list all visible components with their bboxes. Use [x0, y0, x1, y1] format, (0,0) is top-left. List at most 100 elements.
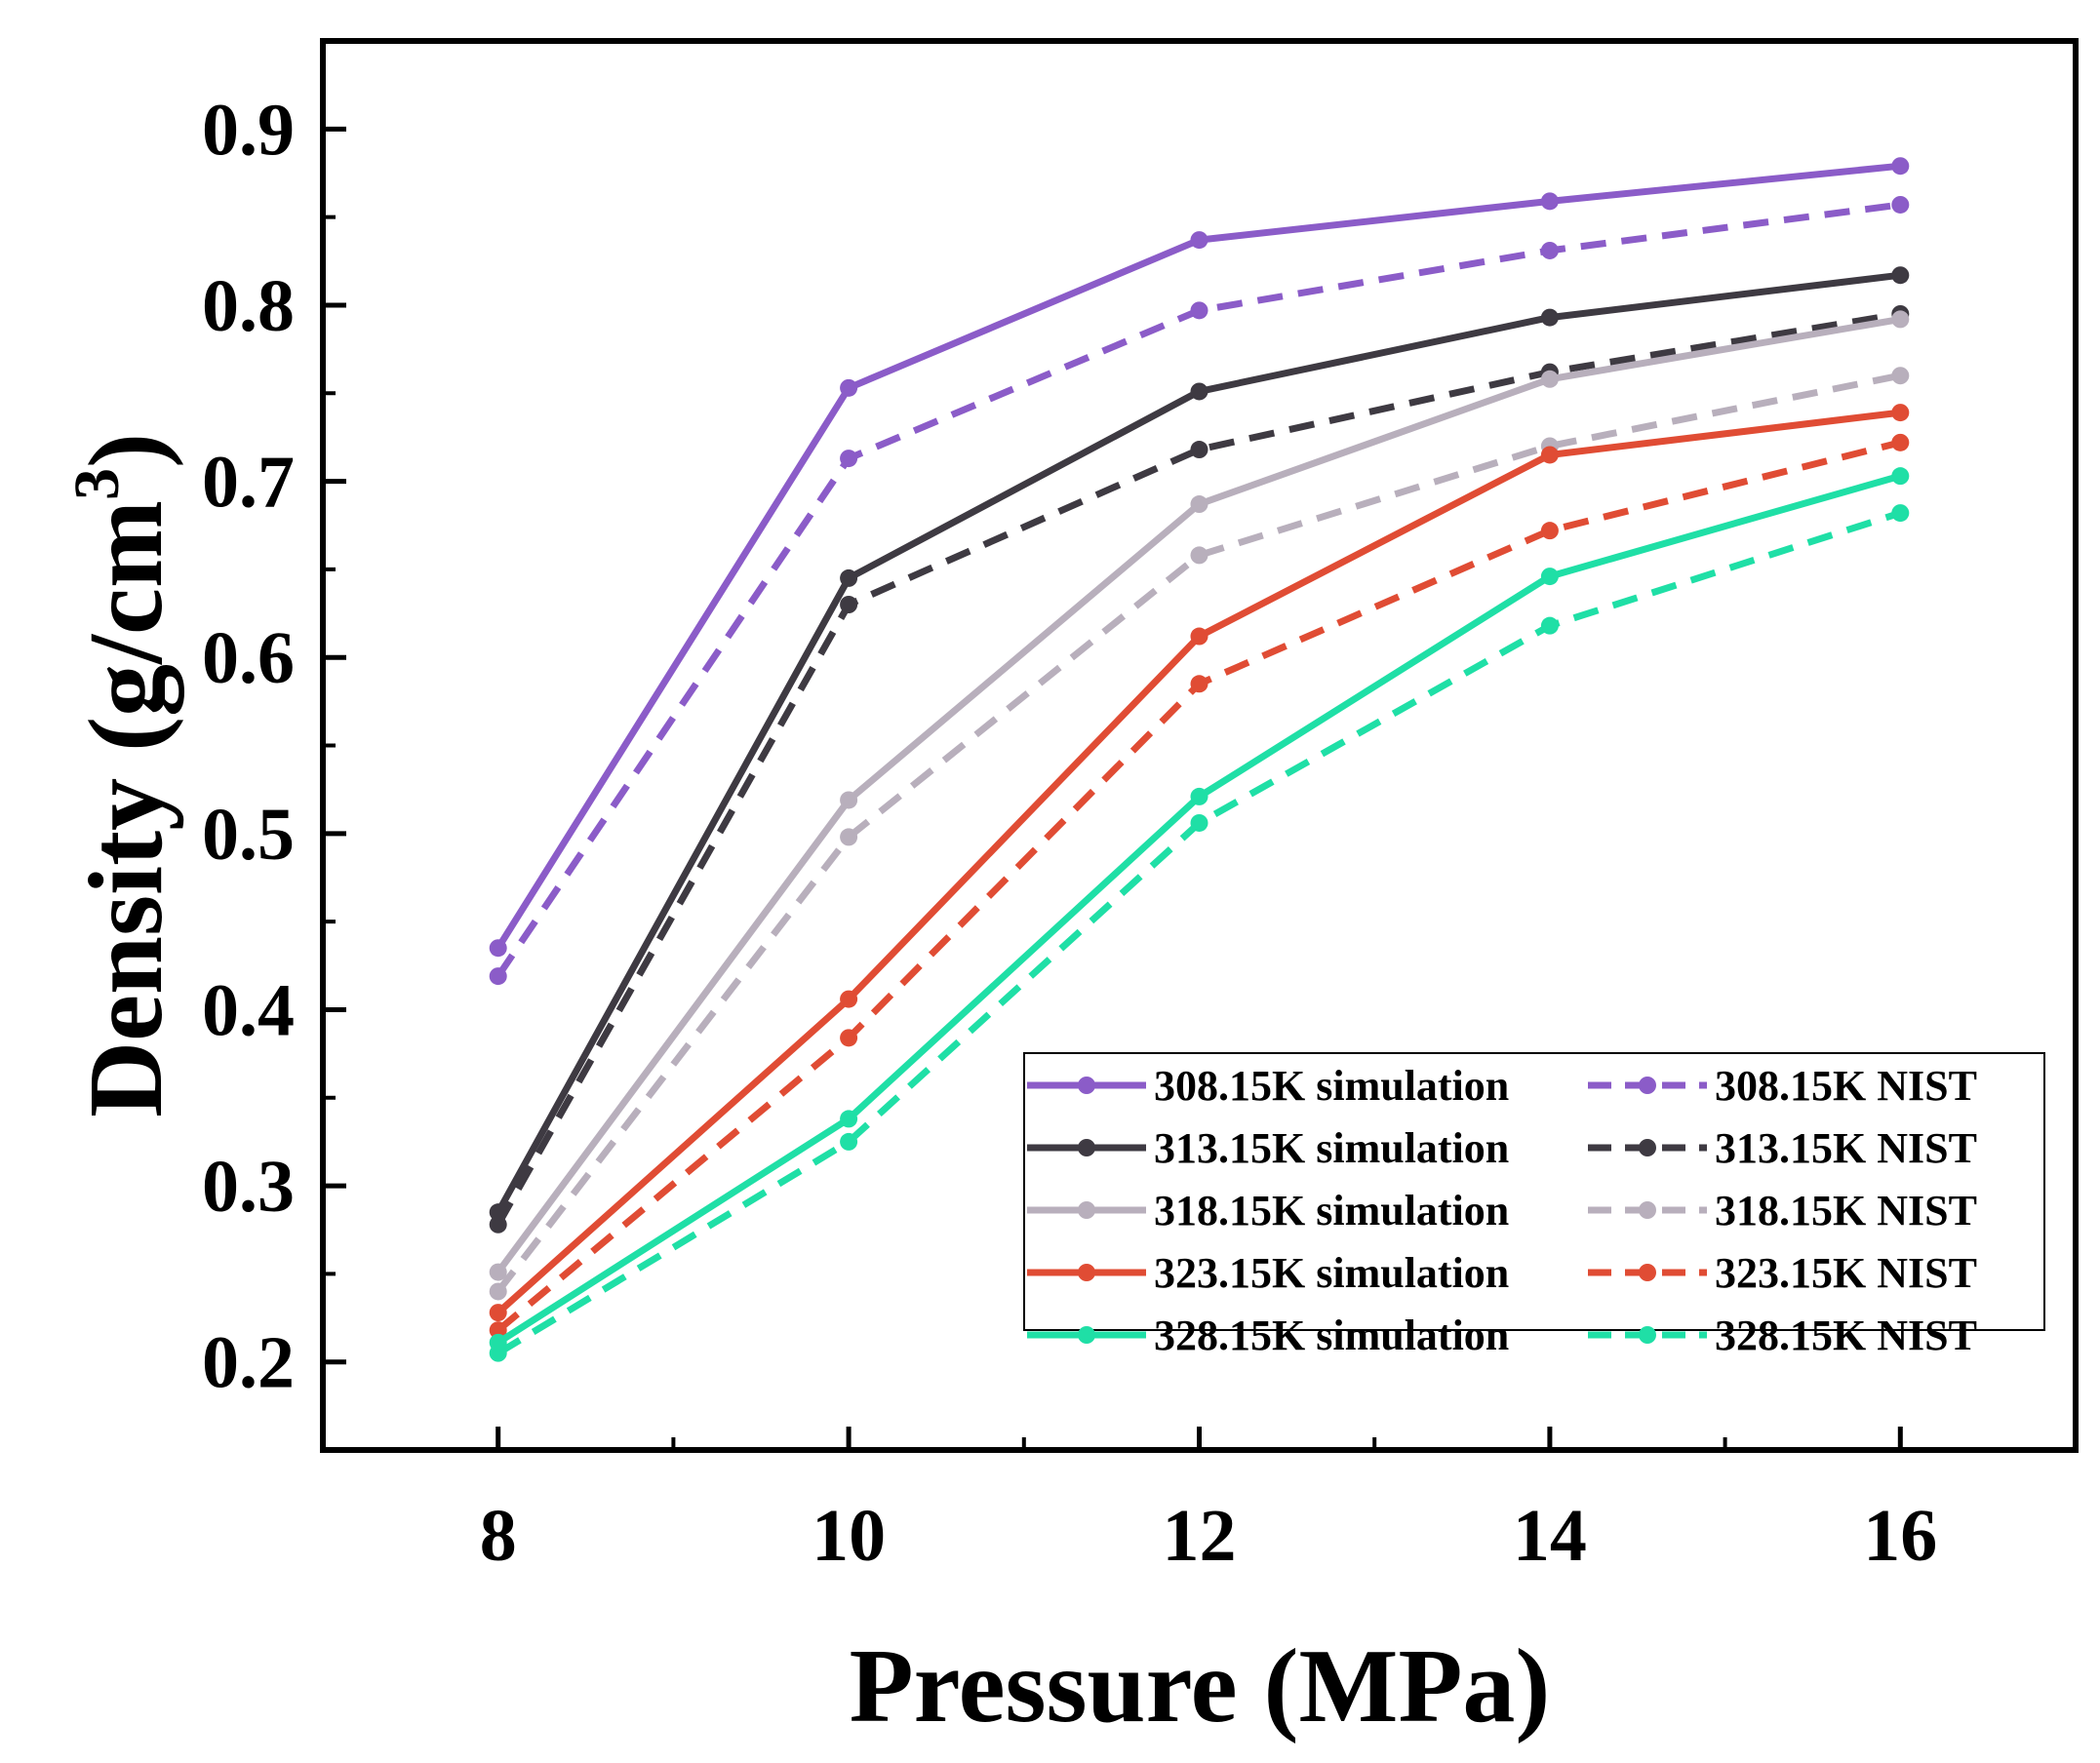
legend-marker	[1639, 1077, 1656, 1094]
legend-entry: 313.15K simulation	[1027, 1124, 1509, 1172]
legend-marker	[1639, 1201, 1656, 1219]
data-point	[1540, 522, 1559, 540]
legend-label: 313.15K simulation	[1154, 1124, 1509, 1172]
legend-entry: 328.15K NIST	[1588, 1312, 1977, 1359]
series-318-15k-nist	[489, 367, 1910, 1301]
legend-entry: 318.15K simulation	[1027, 1187, 1509, 1234]
data-point	[1190, 546, 1208, 565]
legend-entry: 318.15K NIST	[1588, 1187, 1977, 1234]
y-tick-label: 0.2	[202, 1322, 295, 1404]
series-line	[495, 310, 1901, 1227]
legend-marker	[1078, 1077, 1095, 1094]
legend-label: 318.15K simulation	[1154, 1187, 1509, 1234]
y-axis-title: Density (g/cm3)	[61, 433, 184, 1117]
y-axis-title-main: Density (g/cm	[68, 500, 184, 1117]
data-point	[489, 1263, 507, 1281]
data-point	[840, 1110, 858, 1128]
x-tick-label: 14	[1513, 1495, 1587, 1577]
data-point	[489, 1321, 507, 1340]
data-point	[840, 990, 858, 1008]
x-tick-label: 8	[480, 1495, 517, 1577]
data-point	[1190, 495, 1208, 514]
series-line	[495, 372, 1901, 1294]
legend-marker	[1639, 1326, 1656, 1344]
x-axis-title: Pressure (MPa)	[850, 1628, 1551, 1744]
y-tick-label: 0.3	[202, 1146, 295, 1228]
x-tick-label: 16	[1863, 1495, 1937, 1577]
legend-label: 308.15K NIST	[1715, 1062, 1977, 1110]
series-323-15k-simulation	[489, 404, 1910, 1322]
data-point	[1891, 467, 1910, 486]
y-axis-title-superscript: 3	[61, 468, 133, 500]
data-point	[1190, 627, 1208, 646]
legend-marker	[1078, 1326, 1095, 1344]
data-point	[840, 450, 858, 468]
y-tick-label: 0.6	[202, 617, 295, 699]
y-tick-label: 0.8	[202, 265, 295, 347]
data-point	[1540, 370, 1559, 388]
data-point	[489, 1203, 507, 1222]
y-tick-label: 0.4	[202, 969, 295, 1051]
data-point	[1891, 195, 1910, 214]
data-point	[840, 1132, 858, 1151]
y-tick-label: 0.5	[202, 794, 295, 876]
series-323-15k-nist	[489, 433, 1910, 1340]
data-point	[1540, 192, 1559, 211]
data-point	[1190, 382, 1208, 401]
data-point	[489, 1282, 507, 1301]
series-313-15k-simulation	[489, 266, 1910, 1222]
data-point	[1190, 441, 1208, 459]
series-328-15k-simulation	[489, 467, 1910, 1352]
data-point	[1190, 675, 1208, 693]
legend-entry: 308.15K simulation	[1027, 1062, 1509, 1110]
data-point	[1891, 310, 1910, 329]
data-point	[1540, 308, 1559, 327]
legend-label: 323.15K simulation	[1154, 1249, 1509, 1297]
legend-marker	[1078, 1201, 1095, 1219]
x-tick-label: 10	[812, 1495, 886, 1577]
data-point	[489, 1304, 507, 1322]
data-point	[489, 1333, 507, 1352]
data-point	[1190, 231, 1208, 250]
legend-marker	[1639, 1139, 1656, 1156]
legend-label: 313.15K NIST	[1715, 1124, 1977, 1172]
data-point	[1540, 241, 1559, 259]
legend-label: 318.15K NIST	[1715, 1187, 1977, 1234]
data-point	[489, 1215, 507, 1234]
data-point	[1190, 787, 1208, 805]
legend-label: 308.15K simulation	[1154, 1062, 1509, 1110]
data-point	[1891, 157, 1910, 176]
series-308-15k-nist	[489, 195, 1910, 986]
data-point	[1190, 813, 1208, 832]
data-point	[1891, 367, 1910, 385]
data-point	[489, 939, 507, 958]
data-point	[840, 791, 858, 809]
data-point	[840, 596, 858, 613]
data-point	[840, 568, 858, 587]
series-308-15k-simulation	[489, 157, 1910, 958]
legend-entry: 328.15K simulation	[1027, 1312, 1509, 1359]
data-point	[840, 378, 858, 397]
legend-entry: 323.15K simulation	[1027, 1249, 1509, 1297]
data-point	[1540, 446, 1559, 464]
y-tick-label: 0.7	[202, 442, 295, 524]
series-line	[495, 201, 1901, 979]
legend-box	[1023, 1052, 2045, 1331]
data-point	[1891, 504, 1910, 523]
legend-marker	[1078, 1264, 1095, 1281]
legend-label: 328.15K simulation	[1154, 1312, 1509, 1359]
plot-frame	[320, 38, 2079, 1453]
data-point	[1891, 404, 1910, 422]
legend-entry: 323.15K NIST	[1588, 1249, 1977, 1297]
data-point	[489, 967, 507, 986]
data-point	[1540, 616, 1559, 635]
legend-marker	[1078, 1139, 1095, 1156]
data-point	[1190, 301, 1208, 320]
data-point	[840, 1029, 858, 1047]
legend-label: 328.15K NIST	[1715, 1312, 1977, 1359]
legend-marker	[1639, 1264, 1656, 1281]
series-318-15k-simulation	[489, 310, 1910, 1281]
y-axis-title-close: )	[68, 433, 184, 468]
legend-entry: 313.15K NIST	[1588, 1124, 1977, 1172]
